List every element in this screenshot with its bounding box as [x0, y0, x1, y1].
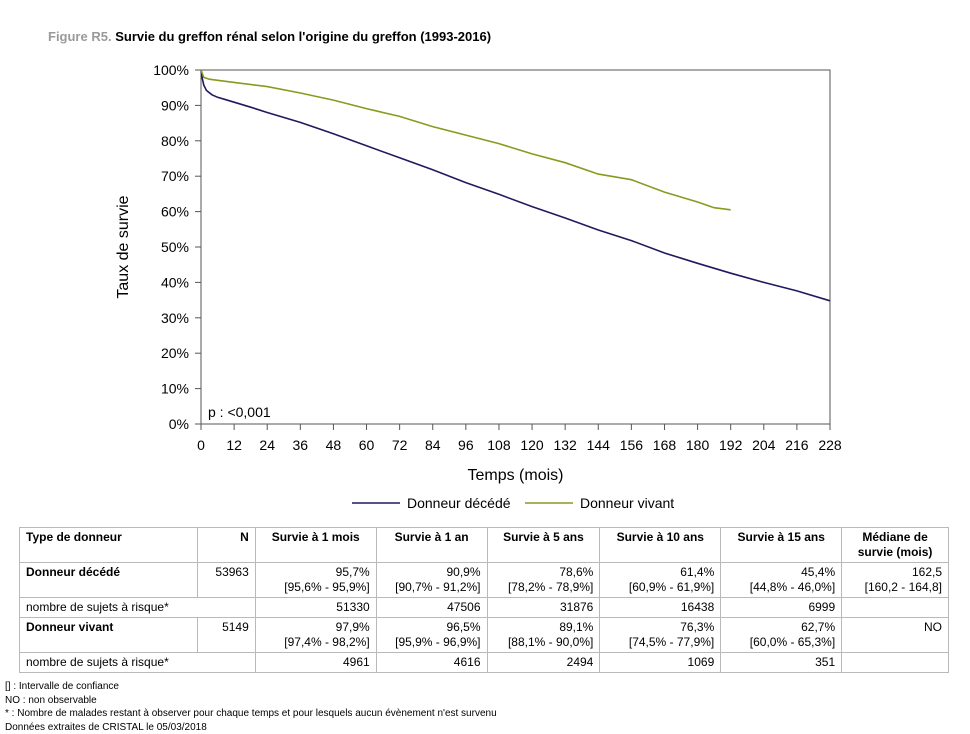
- header-median: Médiane de survie (mois): [841, 527, 949, 563]
- legend: Donneur décédé Donneur vivant: [352, 495, 674, 511]
- x-tick-label: 180: [686, 437, 710, 453]
- risk-label-cell: nombre de sujets à risque*: [19, 597, 256, 618]
- footnotes: [] : Intervalle de confiance NO : non ob…: [5, 680, 497, 734]
- x-tick-label: 144: [587, 437, 611, 453]
- risk-count-cell: [841, 597, 949, 618]
- figure-title-text: Survie du greffon rénal selon l'origine …: [115, 29, 492, 44]
- survival-value-cell: 90,9% [90,7% - 91,2%]: [375, 562, 488, 598]
- x-tick-label: 60: [359, 437, 375, 453]
- risk-row: nombre de sujets à risque* 51330 47506 3187…: [19, 597, 949, 618]
- y-tick-label: 60%: [161, 204, 189, 220]
- n-cell: 5149: [197, 617, 256, 653]
- header-n: N: [197, 527, 256, 563]
- figure-title: Figure R5. Survie du greffon rénal selon…: [48, 29, 491, 44]
- risk-count-cell: 51330: [254, 597, 377, 618]
- risk-count-cell: 47506: [375, 597, 488, 618]
- x-tick-label: 0: [197, 437, 205, 453]
- survival-value-cell: 78,6% [78,2% - 78,9%]: [486, 562, 601, 598]
- survival-table: Type de donneur N Survie à 1 mois Survie…: [18, 527, 949, 673]
- risk-count-cell: 4616: [375, 652, 488, 673]
- survival-value-cell: 96,5% [95,9% - 96,9%]: [375, 617, 488, 653]
- risk-count-cell: 351: [720, 652, 843, 673]
- survival-value-cell: 95,7% [95,6% - 95,9%]: [254, 562, 377, 598]
- y-axis-label: Taux de survie: [115, 195, 132, 298]
- survival-chart: 0% 10% 20% 30% 40% 50% 60% 70% 80% 90% 100% 0 12 24 3…: [115, 62, 842, 511]
- table-row: Donneur vivant 5149 97,9% [97,4% - 98,2%] 96…: [18, 617, 949, 653]
- x-axis-label: Temps (mois): [467, 467, 563, 484]
- x-tick-label: 96: [458, 437, 474, 453]
- x-axis: 0 12 24 36 48 60 72 84 96 108 120 132 144 156 168 180 19…: [197, 424, 842, 453]
- p-value-annotation: p : <0,001: [208, 404, 271, 420]
- legend-label: Donneur vivant: [580, 495, 674, 511]
- x-tick-label: 12: [226, 437, 242, 453]
- series-line-donneur-decede: [200, 69, 831, 302]
- survival-value-cell: 76,3% [74,5% - 77,9%]: [599, 617, 722, 653]
- table-header-row: Type de donneur N Survie à 1 mois Survie…: [18, 527, 949, 563]
- survival-value-cell: 62,7% [60,0% - 65,3%]: [720, 617, 843, 653]
- n-cell: 53963: [197, 562, 256, 598]
- x-tick-label: 72: [392, 437, 408, 453]
- risk-count-cell: 2494: [486, 652, 601, 673]
- x-tick-label: 84: [425, 437, 441, 453]
- x-tick-label: 120: [520, 437, 544, 453]
- risk-label-cell: nombre de sujets à risque*: [19, 652, 256, 673]
- header-5-years: Survie à 5 ans: [486, 527, 601, 563]
- x-tick-label: 192: [719, 437, 743, 453]
- survival-value-cell: 61,4% [60,9% - 61,9%]: [599, 562, 722, 598]
- risk-row: nombre de sujets à risque* 4961 4616 2494 10…: [19, 652, 949, 673]
- series-layer: [200, 69, 831, 302]
- y-tick-label: 90%: [161, 97, 189, 113]
- x-tick-label: 108: [487, 437, 511, 453]
- x-tick-label: 48: [326, 437, 342, 453]
- x-tick-label: 204: [752, 437, 776, 453]
- survival-value-cell: 89,1% [88,1% - 90,0%]: [486, 617, 601, 653]
- x-tick-label: 24: [259, 437, 275, 453]
- x-tick-label: 132: [553, 437, 577, 453]
- y-tick-label: 40%: [161, 274, 189, 290]
- header-15-years: Survie à 15 ans: [720, 527, 843, 563]
- survival-value-cell: 97,9% [97,4% - 98,2%]: [254, 617, 377, 653]
- risk-count-cell: [841, 652, 949, 673]
- survival-value-cell: NO: [841, 617, 949, 653]
- footnote-source: Données extraites de CRISTAL le 05/03/20…: [5, 721, 207, 733]
- table-body: Donneur décédé 53963 95,7% [95,6% - 95,9%] 9…: [18, 562, 949, 673]
- y-tick-label: 80%: [161, 133, 189, 149]
- y-tick-label: 50%: [161, 239, 189, 255]
- donor-type-cell: Donneur décédé: [18, 562, 199, 598]
- footnote-risk: * : Nombre de malades restant à observer…: [5, 708, 497, 719]
- series-line-donneur-vivant: [200, 69, 731, 211]
- survival-value-cell: 162,5 [160,2 - 164,8]: [841, 562, 949, 598]
- risk-count-cell: 4961: [254, 652, 377, 673]
- donor-type-cell: Donneur vivant: [18, 617, 199, 653]
- risk-count-cell: 31876: [486, 597, 601, 618]
- header-1-month: Survie à 1 mois: [254, 527, 377, 563]
- legend-label: Donneur décédé: [407, 495, 511, 511]
- y-axis: 0% 10% 20% 30% 40% 50% 60% 70% 80% 90% 100%: [153, 62, 201, 432]
- table-row: Donneur décédé 53963 95,7% [95,6% - 95,9%] 9…: [18, 562, 949, 598]
- x-tick-label: 168: [653, 437, 677, 453]
- risk-count-cell: 16438: [599, 597, 722, 618]
- x-tick-label: 228: [818, 437, 842, 453]
- x-tick-label: 216: [785, 437, 809, 453]
- header-1-year: Survie à 1 an: [375, 527, 488, 563]
- risk-count-cell: 6999: [720, 597, 843, 618]
- y-tick-label: 20%: [161, 345, 189, 361]
- footnote-ci: [] : Intervalle de confiance: [5, 681, 119, 692]
- figure-title-prefix: Figure R5.: [48, 29, 112, 44]
- y-tick-label: 70%: [161, 168, 189, 184]
- plot-frame: [200, 69, 831, 425]
- header-type: Type de donneur: [18, 527, 199, 563]
- y-tick-label: 100%: [153, 62, 189, 78]
- footnote-no: NO : non observable: [5, 694, 97, 706]
- y-tick-label: 30%: [161, 310, 189, 326]
- x-tick-label: 36: [293, 437, 309, 453]
- header-10-years: Survie à 10 ans: [599, 527, 722, 563]
- y-tick-label: 10%: [161, 381, 189, 397]
- risk-count-cell: 1069: [599, 652, 722, 673]
- y-tick-label: 0%: [169, 416, 189, 432]
- survival-value-cell: 45,4% [44,8% - 46,0%]: [720, 562, 843, 598]
- x-tick-label: 156: [620, 437, 644, 453]
